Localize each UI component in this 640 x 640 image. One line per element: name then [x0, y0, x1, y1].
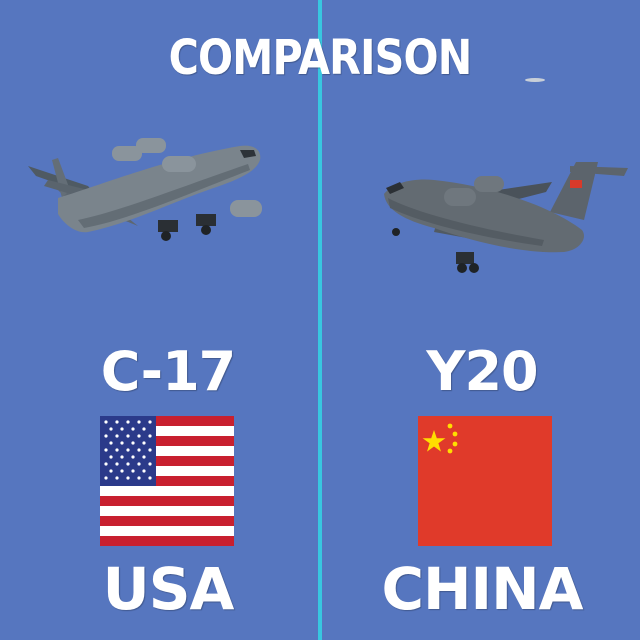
- left-model-label: C-17: [100, 340, 236, 403]
- center-divider: [318, 0, 322, 640]
- distant-aircraft-icon: [525, 78, 545, 82]
- page-title: COMPARISON: [168, 30, 473, 86]
- china-flag-icon: [418, 416, 552, 546]
- usa-flag-icon: [100, 416, 234, 546]
- y20-aircraft-icon: [384, 162, 628, 273]
- c17-aircraft-icon: [28, 138, 262, 241]
- right-model-label: Y20: [426, 340, 538, 403]
- left-country-label: USA: [102, 555, 235, 623]
- right-country-label: CHINA: [381, 555, 583, 623]
